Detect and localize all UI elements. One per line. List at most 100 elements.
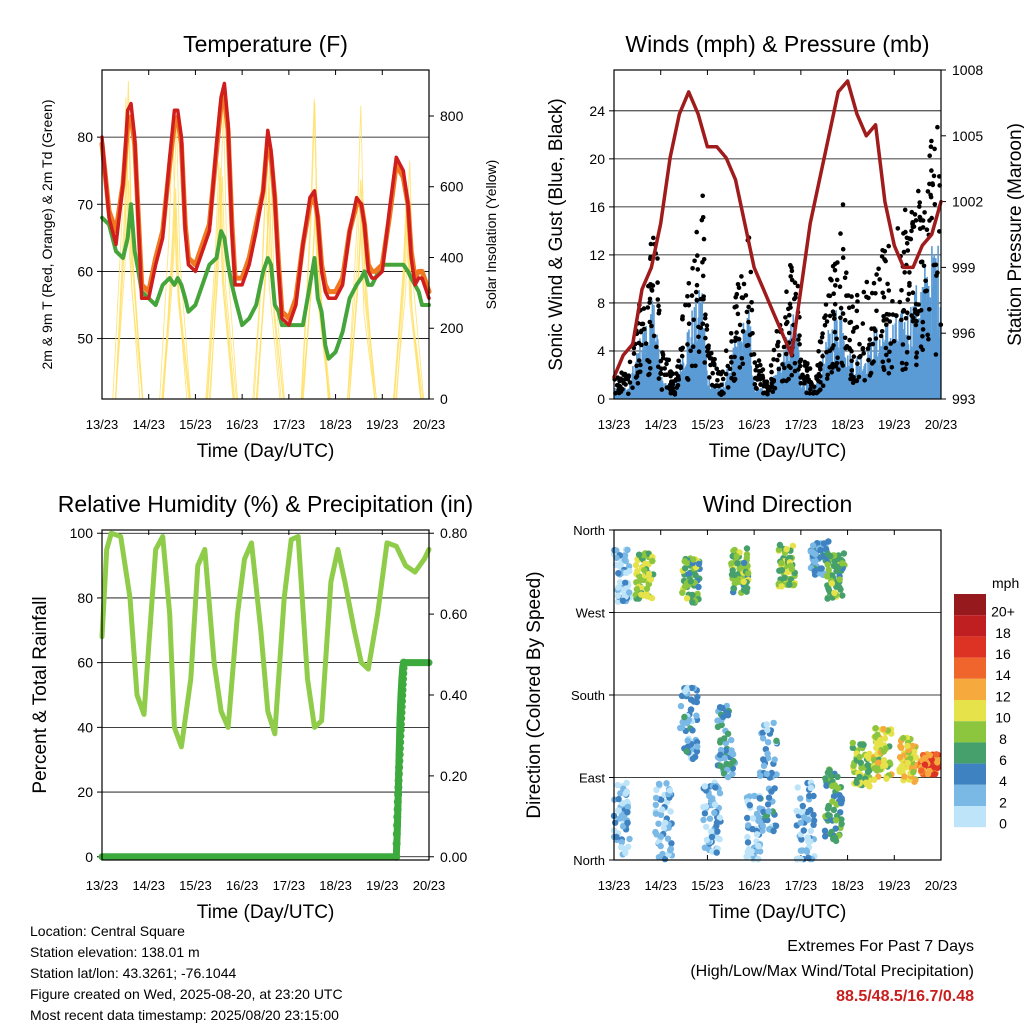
- x-tick-label: 15/23: [691, 417, 724, 432]
- direction-point: [765, 808, 772, 815]
- direction-point: [733, 553, 740, 560]
- gust-point: [831, 343, 836, 348]
- gust-point: [664, 361, 669, 367]
- gust-point: [654, 344, 659, 350]
- x-axis-label: Time (Day/UTC): [709, 902, 847, 923]
- gust-point: [666, 357, 672, 363]
- extremes-values: 88.5/48.5/16.7/0.48: [836, 988, 974, 1005]
- direction-point: [763, 721, 770, 728]
- gust-point: [854, 292, 860, 298]
- y-axis-label: Direction (Colored By Speed): [524, 571, 545, 818]
- direction-point: [690, 556, 697, 563]
- gust-point: [762, 379, 767, 384]
- precip-point: [393, 813, 402, 821]
- direction-point: [753, 847, 761, 855]
- gust-point: [733, 294, 738, 300]
- gust-point: [756, 372, 762, 378]
- gust-point: [715, 371, 721, 376]
- colorbar-swatch: [954, 700, 986, 722]
- location-text: Location: Central Square: [30, 923, 185, 939]
- direction-point: [838, 795, 845, 802]
- gust-point: [924, 227, 930, 232]
- direction-point: [716, 814, 723, 821]
- gust-point: [917, 215, 923, 221]
- direction-point: [666, 787, 674, 794]
- gust-point: [749, 300, 754, 305]
- gust-point: [776, 366, 782, 372]
- direction-point: [695, 583, 702, 591]
- gust-point: [638, 362, 643, 368]
- gust-point: [912, 212, 918, 217]
- plot-frame: [613, 529, 942, 861]
- gust-point: [686, 321, 692, 327]
- gust-point: [646, 372, 651, 378]
- direction-point: [638, 591, 645, 598]
- gust-point: [888, 341, 893, 346]
- gust-point: [678, 364, 683, 369]
- x-tick-label: 17/23: [785, 417, 818, 432]
- direction-point: [896, 754, 904, 761]
- x-tick-label: 19/23: [878, 417, 911, 432]
- direction-point: [658, 806, 666, 813]
- y-tick-label: 70: [77, 196, 93, 212]
- gust-point: [771, 357, 776, 362]
- gust-point: [818, 387, 823, 393]
- gust-point: [756, 369, 762, 374]
- direction-point: [853, 779, 860, 786]
- direction-point: [685, 570, 692, 578]
- direction-point: [714, 723, 722, 731]
- gust-point: [834, 360, 840, 366]
- gust-point: [710, 359, 716, 365]
- chart-title: Winds (mph) & Pressure (mb): [625, 31, 929, 57]
- x-tick-label: 15/23: [179, 417, 212, 432]
- gust-point: [858, 353, 863, 359]
- direction-point: [661, 855, 669, 863]
- gust-point: [929, 168, 934, 173]
- solar-trace: [112, 97, 141, 400]
- direction-point: [899, 762, 906, 770]
- gust-point: [690, 344, 696, 350]
- gust-point: [925, 189, 931, 194]
- direction-point: [655, 820, 662, 827]
- gust-point: [824, 376, 830, 381]
- gust-point: [696, 349, 702, 355]
- gust-point: [827, 313, 833, 319]
- gust-point: [906, 236, 912, 241]
- humidity-precip-panel: Relative Humidity (%) & Precipitation (i…: [30, 491, 473, 923]
- gust-point: [895, 226, 901, 231]
- rh-line: [99, 530, 432, 750]
- gust-point: [655, 256, 660, 261]
- gust-point: [838, 315, 843, 321]
- direction-point: [689, 591, 696, 599]
- direction-point: [880, 748, 887, 755]
- gust-point: [904, 350, 910, 355]
- direction-point: [799, 847, 806, 854]
- solar-trace: [206, 176, 235, 400]
- direction-point: [615, 807, 622, 814]
- direction-point: [799, 802, 806, 810]
- direction-point: [776, 541, 784, 549]
- direction-point: [717, 751, 724, 758]
- gust-point: [770, 384, 775, 390]
- gust-point: [929, 138, 934, 144]
- gust-point: [737, 322, 743, 328]
- gust-point: [933, 352, 939, 357]
- gust-point: [674, 385, 680, 390]
- gust-point: [744, 309, 750, 315]
- gust-point: [905, 297, 911, 303]
- gust-point: [882, 257, 887, 262]
- direction-point: [622, 790, 629, 797]
- colorbar-swatch: [954, 657, 986, 679]
- gust-point: [775, 357, 780, 363]
- gust-point: [903, 229, 908, 235]
- elevation-text: Station elevation: 138.01 m: [30, 944, 200, 960]
- gust-point: [787, 301, 793, 307]
- direction-point: [689, 727, 696, 734]
- direction-point: [724, 709, 732, 717]
- gust-point: [808, 386, 813, 392]
- direction-point: [864, 761, 871, 769]
- direction-point: [632, 562, 640, 569]
- gust-point: [740, 329, 746, 334]
- colorbar-swatch: [954, 594, 986, 616]
- direction-point: [717, 746, 725, 754]
